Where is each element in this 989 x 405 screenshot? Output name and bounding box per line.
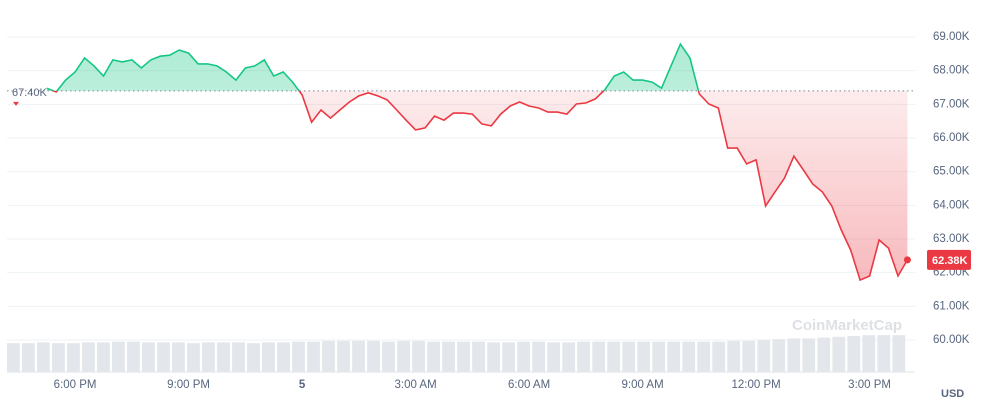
y-tick-label: 67.00K (933, 98, 970, 110)
volume-bar (682, 341, 696, 372)
volume-bar (487, 342, 500, 372)
volume-bar (97, 342, 110, 372)
volume-bar (427, 341, 440, 372)
volume-bar (667, 341, 681, 372)
volume-bar (397, 340, 410, 372)
volume-bar (217, 342, 230, 372)
last-point (903, 256, 911, 264)
volume-bar (157, 342, 170, 372)
current-price-box (927, 249, 971, 270)
volume-bar (502, 342, 515, 372)
volume-bar (547, 342, 561, 372)
volume-bar (442, 341, 455, 372)
volume-bar (802, 338, 816, 372)
current-price-label: 62.38K (932, 255, 968, 267)
volume-bar (382, 341, 395, 372)
y-tick-label: 61.00K (933, 300, 970, 312)
reference-label: 67.40K (12, 87, 48, 99)
volume-bar (52, 343, 65, 372)
volume-bar (817, 337, 831, 372)
volume-bar (592, 341, 606, 372)
volume-bar (352, 340, 365, 372)
volume-bar (112, 341, 125, 372)
volume-bar (622, 341, 636, 372)
x-tick-label: 6:00 AM (508, 379, 550, 391)
y-tick-label: 66.00K (933, 132, 970, 144)
price-line-up (46, 42, 700, 91)
volume-bar (232, 342, 245, 372)
volume-bar (772, 339, 786, 372)
watermark: CoinMarketCap (792, 317, 902, 334)
y-tick-label: 64.00K (933, 199, 970, 211)
x-tick-label: 3:00 AM (394, 379, 436, 391)
volume-bar (847, 336, 861, 372)
y-tick-label: 63.00K (933, 233, 970, 245)
x-tick-label: 6:00 PM (54, 379, 97, 391)
volume-bar (457, 341, 470, 372)
y-tick-label: 69.00K (933, 31, 970, 43)
volume-bar (82, 342, 95, 372)
x-tick-label: 9:00 PM (167, 379, 210, 391)
volume-bar (697, 341, 711, 372)
volume-bar (22, 343, 35, 372)
volume-bar (202, 342, 215, 372)
x-tick-label: 12:00 PM (731, 379, 780, 391)
volume-bar (247, 343, 260, 372)
volume-bar (757, 340, 771, 372)
y-tick-label: 68.00K (933, 65, 970, 77)
x-tick-label: 5 (299, 379, 306, 391)
volume-bar (262, 342, 275, 372)
area-up (46, 44, 699, 91)
volume-bar (787, 338, 801, 372)
volume-bar (322, 340, 335, 372)
volume-bar (517, 341, 531, 372)
volume-bar (652, 341, 666, 372)
volume-bar (337, 340, 350, 372)
volume-bar (127, 341, 140, 372)
volume-bar (877, 335, 891, 372)
volume-bar (187, 343, 200, 372)
volume-bar (727, 340, 741, 372)
volume-bar (562, 342, 576, 372)
volume-bar (172, 342, 185, 372)
volume-bar (37, 342, 50, 372)
volume-bar (7, 343, 20, 372)
volume-bar (637, 341, 651, 372)
area-down (46, 90, 908, 281)
volume-bar (67, 343, 80, 372)
y-tick-label: 60.00K (933, 334, 970, 346)
y-tick-label: 65.00K (933, 166, 970, 178)
volume-bar (142, 342, 155, 372)
volume-bar (307, 341, 320, 372)
currency-label: USD (941, 388, 964, 400)
volume-bar (862, 335, 876, 372)
volume-bar (742, 340, 756, 372)
volume-bar (412, 340, 425, 372)
volume-bar (472, 341, 485, 372)
volume-bar (292, 341, 305, 372)
price-line-down (51, 90, 909, 282)
volume-bar (367, 340, 380, 372)
x-tick-label: 9:00 AM (621, 379, 663, 391)
volume-bar (277, 342, 290, 372)
volume-bar (892, 335, 906, 372)
x-tick-label: 3:00 PM (848, 379, 891, 391)
reference-marker (13, 101, 19, 106)
volume-bar (532, 341, 546, 372)
volume-bar (712, 341, 726, 372)
volume-bar (607, 341, 621, 372)
volume-bar (577, 341, 591, 372)
volume-bar (832, 336, 846, 372)
